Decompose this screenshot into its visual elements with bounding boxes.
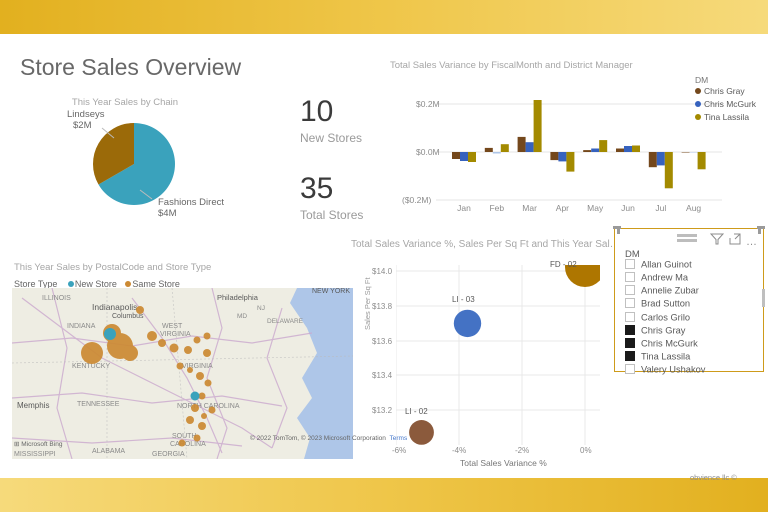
svg-text:MD: MD xyxy=(237,313,247,320)
svg-text:Indianapolis: Indianapolis xyxy=(92,302,137,312)
svg-text:Jun: Jun xyxy=(621,203,635,213)
svg-text:May: May xyxy=(587,203,604,213)
svg-text:NJ: NJ xyxy=(257,305,265,312)
svg-text:Jan: Jan xyxy=(457,203,471,213)
svg-text:VIRGINIA: VIRGINIA xyxy=(182,363,213,370)
svg-text:Apr: Apr xyxy=(556,203,569,213)
svg-text:TENNESSEE: TENNESSEE xyxy=(77,401,120,408)
svg-text:INDIANA: INDIANA xyxy=(67,323,96,330)
svg-text:$4M: $4M xyxy=(158,208,177,219)
svg-text:WEST: WEST xyxy=(162,323,183,330)
svg-text:$0.2M: $0.2M xyxy=(416,99,440,109)
svg-text:DELAWARE: DELAWARE xyxy=(267,318,304,325)
svg-text:MISSISSIPPI: MISSISSIPPI xyxy=(14,451,56,458)
svg-text:Aug: Aug xyxy=(686,203,701,213)
svg-text:Fashions Direct: Fashions Direct xyxy=(158,197,224,208)
svg-text:Memphis: Memphis xyxy=(17,401,49,410)
svg-text:$0.0M: $0.0M xyxy=(416,147,440,157)
svg-text:$2M: $2M xyxy=(73,120,92,131)
svg-text:Columbus: Columbus xyxy=(112,313,144,320)
svg-text:ALABAMA: ALABAMA xyxy=(92,448,125,455)
svg-text:NEW YORK: NEW YORK xyxy=(312,288,350,295)
svg-text:KENTUCKY: KENTUCKY xyxy=(72,363,110,370)
svg-text:SOUTH: SOUTH xyxy=(172,433,197,440)
svg-text:Lindseys: Lindseys xyxy=(67,109,105,120)
svg-text:Mar: Mar xyxy=(522,203,537,213)
svg-text:($0.2M): ($0.2M) xyxy=(402,195,431,205)
svg-text:ILLINOIS: ILLINOIS xyxy=(42,295,71,302)
svg-text:NORTH CAROLINA: NORTH CAROLINA xyxy=(177,403,240,410)
svg-text:CAROLINA: CAROLINA xyxy=(170,441,206,448)
svg-text:VIRGINIA: VIRGINIA xyxy=(160,331,191,338)
svg-text:Feb: Feb xyxy=(489,203,504,213)
svg-text:GEORGIA: GEORGIA xyxy=(152,451,185,458)
svg-text:Jul: Jul xyxy=(655,203,666,213)
svg-text:Philadelphia: Philadelphia xyxy=(217,293,259,302)
